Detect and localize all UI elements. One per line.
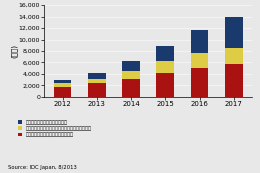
Legend: コミュニティクラウドサービス, デディケイテッドプライベートクラウドサービス, オンプレミスプライベートクラウド: コミュニティクラウドサービス, デディケイテッドプライベートクラウドサービス, … [18,120,92,137]
Bar [88,73,106,79]
Bar [88,83,106,97]
Bar [191,30,209,53]
Bar [157,73,174,97]
Bar [88,79,106,83]
Bar [225,64,243,97]
Bar [157,47,174,61]
Bar [122,79,140,97]
Bar [122,71,140,79]
Bar [191,68,209,97]
Bar [191,53,209,68]
Y-axis label: (億円): (億円) [11,44,17,58]
Bar [54,80,72,83]
Bar [54,83,72,86]
Bar [54,86,72,97]
Bar [157,61,174,73]
Bar [122,61,140,71]
Bar [225,48,243,64]
Text: Source: IDC Japan, 8/2013: Source: IDC Japan, 8/2013 [8,165,76,170]
Bar [225,17,243,48]
